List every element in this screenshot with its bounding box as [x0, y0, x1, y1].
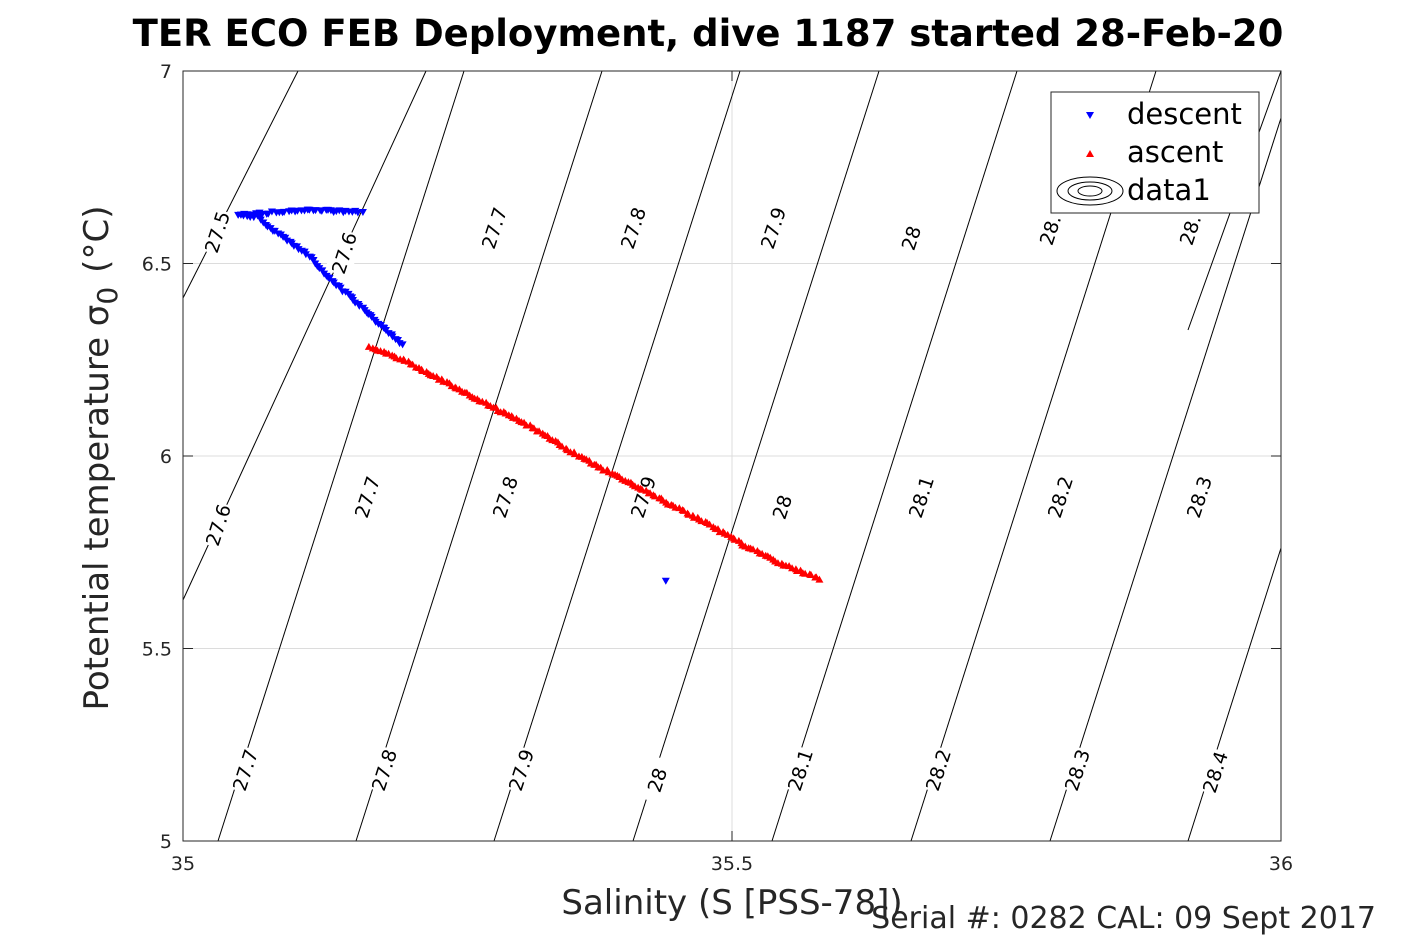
legend: descent ascent data1 [1051, 92, 1259, 213]
y-tick-label: 7 [160, 61, 172, 83]
x-tick-label: 35 [171, 853, 195, 875]
legend-descent-label: descent [1127, 97, 1242, 131]
y-tick-label: 5.5 [142, 639, 172, 661]
y-axis-label-main: Potential temperature σ [77, 305, 117, 711]
x-tick-label: 35.5 [711, 853, 753, 875]
y-axis-label-unit: (°C) [77, 206, 117, 273]
legend-data1-label: data1 [1127, 173, 1211, 207]
x-axis-label: Salinity (S [PSS-78]) [561, 883, 902, 923]
serial-cal-footer: Serial #: 0282 CAL: 09 Sept 2017 [871, 901, 1376, 936]
chart-title: TER ECO FEB Deployment, dive 1187 starte… [133, 12, 1284, 55]
legend-ascent-label: ascent [1127, 135, 1223, 169]
y-tick-label: 6.5 [142, 254, 172, 276]
x-tick-label: 36 [1269, 853, 1293, 875]
y-axis-label-subscript: 0 [91, 287, 124, 305]
y-tick-label: 6 [160, 446, 172, 468]
y-tick-label: 5 [160, 831, 172, 853]
y-axis-label: Potential temperature σ0 (°C) [77, 206, 124, 711]
